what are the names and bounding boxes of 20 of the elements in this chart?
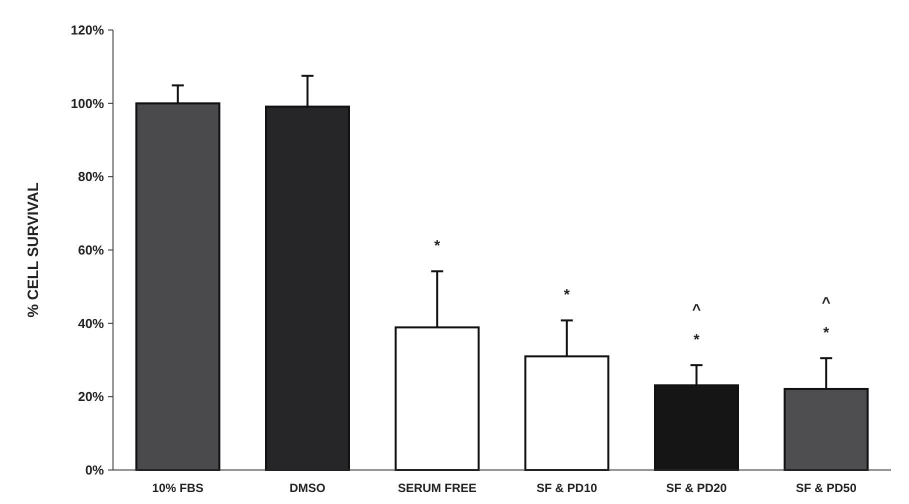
annotation: ^: [822, 294, 831, 312]
y-tick-label: 0%: [85, 462, 104, 478]
annotation: *: [434, 238, 440, 255]
y-tick-label: 80%: [78, 169, 104, 184]
x-tick-label: DMSO: [290, 481, 326, 495]
x-tick-label: 10% FBS: [152, 481, 204, 495]
annotation: *: [564, 286, 570, 304]
annotation: *: [823, 324, 830, 342]
y-tick-label: 20%: [78, 389, 104, 404]
y-tick-label: 120%: [70, 22, 104, 38]
y-tick-label: 40%: [78, 316, 104, 331]
x-tick-label: SF & PD50: [796, 481, 857, 495]
y-axis-title: % CELL SURVIVAL: [25, 182, 42, 318]
x-tick-label: SERUM FREE: [398, 481, 477, 495]
x-tick-label: SF & PD20: [666, 481, 728, 495]
annotation: *: [694, 331, 700, 348]
annotation: ^: [692, 301, 702, 318]
y-tick-label: 60%: [78, 242, 104, 258]
x-tick-label: SF & PD10: [536, 481, 598, 495]
y-tick-label: 100%: [70, 96, 104, 111]
